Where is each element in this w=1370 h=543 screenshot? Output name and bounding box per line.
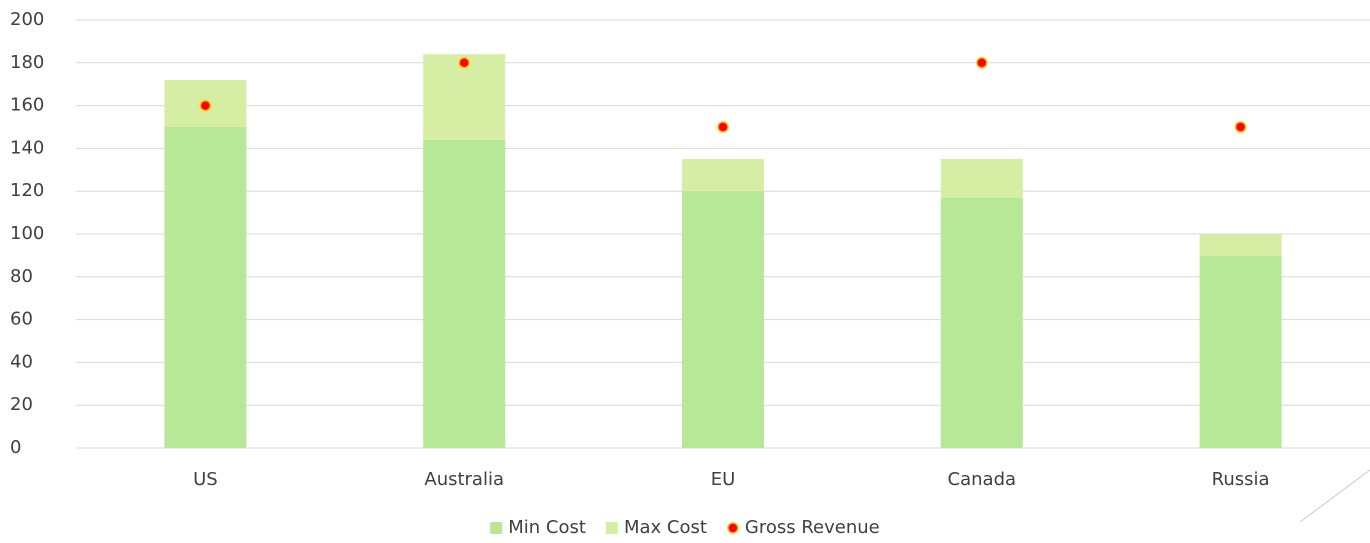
x-tick-label: US — [193, 469, 218, 490]
legend-marker — [605, 522, 618, 534]
bar-segment — [940, 197, 1023, 448]
revenue-dot — [1234, 121, 1247, 133]
bar-segment — [682, 191, 764, 448]
bar-segment — [164, 127, 247, 448]
x-tick-label: Australia — [424, 469, 504, 490]
y-tick-label: 20 — [10, 394, 33, 415]
bar-segment — [682, 159, 764, 192]
revenue-dot — [458, 57, 470, 69]
revenue-dot — [199, 99, 212, 112]
y-tick-label: 100 — [10, 223, 44, 244]
bar-segment — [423, 139, 506, 448]
y-tick-label: 160 — [10, 95, 44, 116]
revenue-dot — [976, 57, 988, 69]
legend-marker — [490, 522, 503, 534]
x-tick-label: Russia — [1212, 469, 1270, 490]
y-tick-label: 80 — [10, 266, 33, 287]
y-tick-label: 40 — [10, 351, 33, 372]
legend-label: Gross Revenue — [745, 517, 880, 538]
revenue-dot — [717, 121, 729, 133]
y-tick-label: 0 — [10, 437, 21, 458]
legend-label: Min Cost — [508, 517, 586, 538]
legend-marker — [727, 522, 739, 534]
y-tick-label: 120 — [10, 180, 44, 201]
y-tick-label: 60 — [10, 309, 33, 330]
y-tick-label: 140 — [10, 137, 44, 158]
x-tick-label: Canada — [948, 469, 1017, 490]
bar-segment — [1199, 234, 1282, 256]
x-tick-label: EU — [711, 469, 736, 490]
legend-label: Max Cost — [624, 517, 707, 538]
y-tick-label: 180 — [10, 52, 44, 73]
bar-segment — [940, 159, 1023, 198]
bar-segment — [1199, 255, 1282, 448]
y-tick-label: 200 — [10, 9, 44, 30]
decor-line — [1299, 469, 1370, 523]
